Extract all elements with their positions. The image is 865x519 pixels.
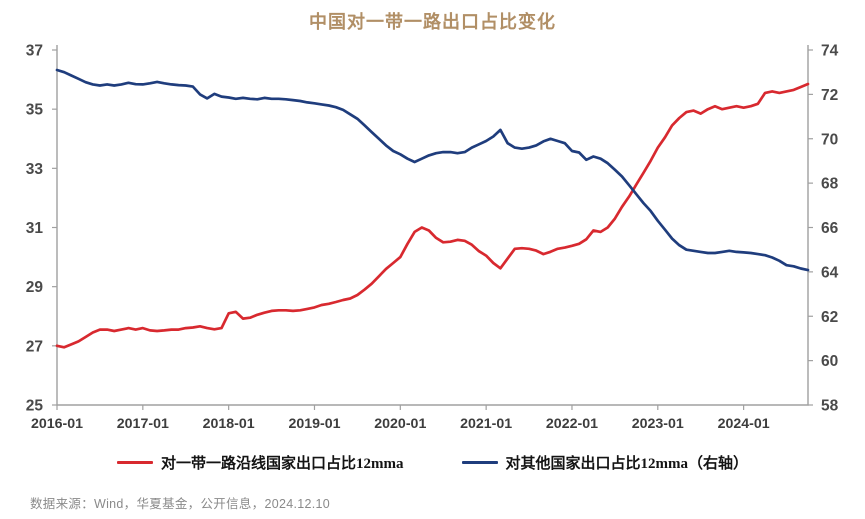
red-line-swatch [117, 460, 153, 465]
right-axis-tick-label: 62 [821, 309, 838, 326]
x-axis-tick-label: 2017-01 [117, 416, 169, 432]
legend-label-others: 对其他国家出口占比12mma（右轴） [505, 456, 749, 472]
bri-export-share-line [55, 82, 810, 349]
x-axis-tick-label: 2020-01 [374, 416, 426, 432]
legend-label-bri: 对一带一路沿线国家出口占比12mma [161, 456, 404, 472]
right-axis-tick-label: 68 [821, 176, 839, 193]
left-axis-tick-label: 33 [26, 161, 44, 178]
other-countries-share-line [55, 68, 810, 272]
x-axis-tick-label: 2023-01 [632, 416, 684, 432]
blue-line-swatch [461, 460, 498, 465]
left-axis-tick-label: 31 [26, 220, 44, 237]
right-axis-tick-label: 58 [821, 398, 839, 415]
right-axis-tick-label: 74 [821, 43, 839, 60]
left-axis-tick-label: 29 [26, 279, 44, 296]
x-axis-tick-label: 2016-01 [31, 416, 83, 432]
x-axis-tick-label: 2022-01 [546, 416, 598, 432]
right-axis-tick-label: 72 [821, 87, 838, 104]
x-axis-tick-label: 2024-01 [718, 416, 770, 432]
x-axis-tick-label: 2021-01 [460, 416, 512, 432]
chart-title: 中国对一带一路出口占比变化 [309, 12, 556, 32]
x-axis-tick-label: 2018-01 [203, 416, 255, 432]
right-axis-tick-label: 64 [821, 264, 839, 281]
legend-item-others: 对其他国家出口占比12mma（右轴） [461, 452, 749, 473]
legend-item-bri: 对一带一路沿线国家出口占比12mma [117, 452, 404, 473]
data-source-note: 数据来源：Wind，华夏基金，公开信息，2024.12.10 [30, 497, 331, 511]
right-axis-tick-label: 66 [821, 220, 839, 237]
x-axis-tick-label: 2019-01 [288, 416, 340, 432]
right-axis-tick-label: 60 [821, 353, 838, 370]
right-axis-tick-label: 70 [821, 131, 838, 148]
left-axis-tick-label: 35 [26, 102, 44, 119]
left-axis-tick-label: 25 [26, 398, 44, 415]
left-axis-tick-label: 37 [26, 43, 43, 60]
axis-frame [56, 45, 809, 406]
legend: 对一带一路沿线国家出口占比12mma 对其他国家出口占比12mma（右轴） [0, 452, 865, 473]
left-axis-tick-label: 27 [26, 338, 43, 355]
